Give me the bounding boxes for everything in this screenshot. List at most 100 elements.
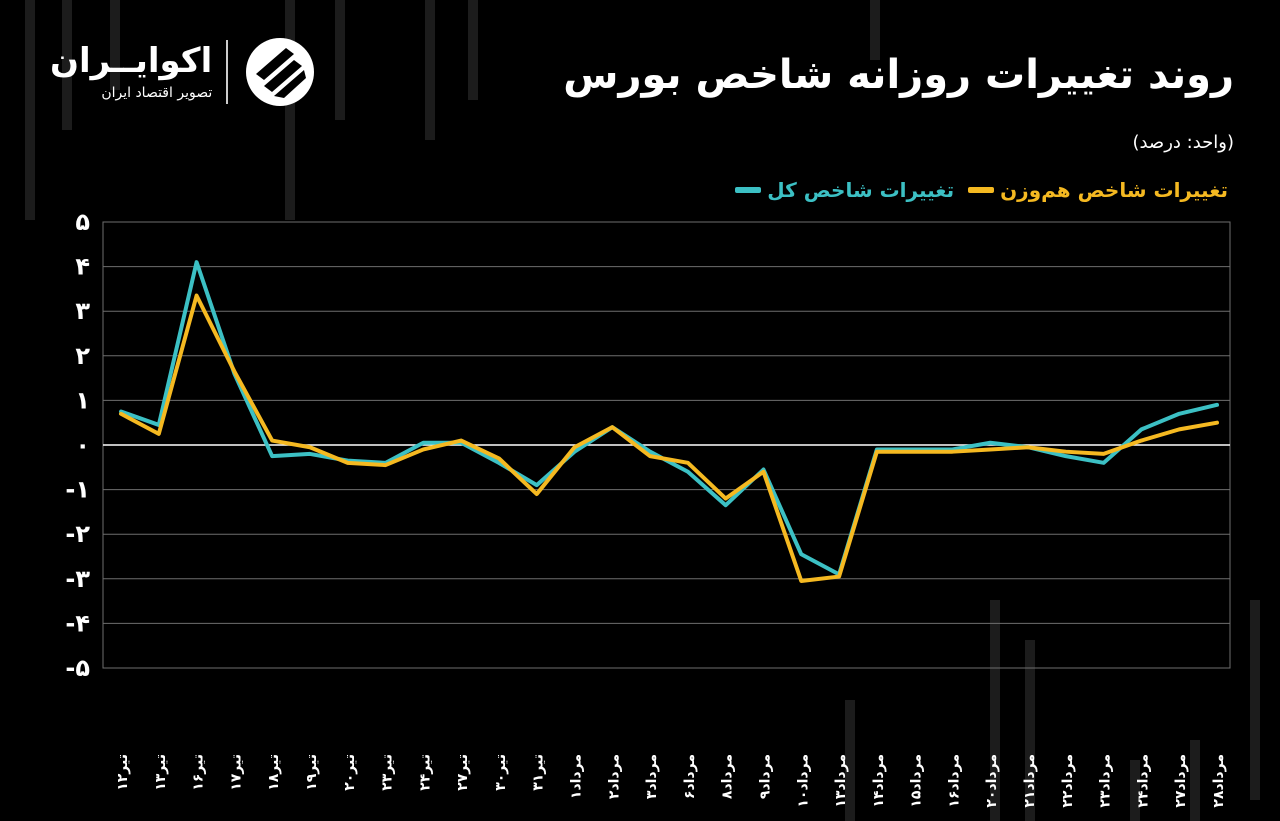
x-tick-label: تیر۱۷	[228, 754, 244, 791]
data-point-series-1	[384, 463, 388, 467]
x-tick-label: تیر۱۲	[115, 754, 131, 791]
decor-bar-12	[1130, 760, 1140, 821]
x-tick-label: تیر۲۳	[380, 754, 396, 791]
y-tick-label: ۱	[75, 386, 90, 414]
legend-item-total-index: تغییرات شاخص کل	[735, 178, 954, 202]
y-tick-label: ۴	[75, 253, 90, 281]
unit-note: (واحد: درصد)	[1132, 132, 1234, 153]
data-point-series-1	[950, 450, 954, 454]
data-point-series-0	[1102, 461, 1106, 465]
x-tick-label: مرداد۱۳	[833, 754, 849, 808]
data-point-series-1	[308, 445, 312, 449]
chart-legend: تغییرات شاخص کل تغییرات شاخص هم‌وزن	[735, 178, 1228, 202]
data-point-series-0	[648, 450, 652, 454]
data-point-series-0	[270, 454, 274, 458]
brand-divider	[226, 40, 229, 104]
y-tick-label: -۵	[65, 654, 90, 682]
y-tick-label: ۳	[75, 297, 90, 325]
data-point-series-1	[497, 456, 501, 460]
data-point-series-0	[195, 260, 199, 264]
data-point-series-1	[988, 447, 992, 451]
data-point-series-1	[232, 369, 236, 373]
page-title: روند تغییرات روزانه شاخص بورس	[563, 52, 1234, 98]
series-line-1	[119, 293, 1219, 584]
x-tick-label: مرداد۲۸	[1211, 754, 1227, 808]
data-point-series-1	[157, 432, 161, 436]
x-tick-label: مرداد۲۷	[1173, 754, 1189, 808]
x-tick-label: تیر۲۷	[455, 754, 471, 791]
x-tick-label: مرداد۳	[644, 754, 660, 799]
y-tick-label: -۱	[65, 476, 90, 504]
brand-name: اکوایــران	[50, 41, 213, 82]
x-tick-label: مرداد۶	[682, 754, 698, 799]
data-point-series-1	[421, 447, 425, 451]
decor-bar-4	[335, 0, 345, 120]
x-tick-label: تیر۳۱	[531, 754, 547, 791]
data-point-series-0	[308, 452, 312, 456]
decor-bar-11	[845, 700, 855, 821]
legend-swatch-equal-weight-index	[968, 187, 995, 193]
data-point-series-1	[1215, 421, 1219, 425]
decor-bar-5	[425, 0, 435, 140]
ecoiran-logo-icon	[246, 38, 315, 106]
y-tick-label: -۲	[65, 520, 90, 548]
data-point-series-1	[346, 461, 350, 465]
x-tick-label: مرداد۲۰	[984, 754, 1000, 808]
legend-label-total-index: تغییرات شاخص کل	[767, 178, 955, 202]
data-point-series-0	[1139, 427, 1143, 431]
data-point-series-1	[573, 445, 577, 449]
x-tick-label: تیر۱۹	[304, 754, 320, 791]
brand-logo: اکوایــران تصویر اقتصاد ایران	[50, 34, 318, 110]
x-tick-label: مرداد۲۲	[1060, 754, 1076, 808]
decor-bar-6	[468, 0, 478, 100]
x-tick-label: مرداد۱۵	[909, 754, 925, 808]
data-point-series-0	[1215, 403, 1219, 407]
data-point-series-0	[497, 461, 501, 465]
data-point-series-0	[724, 503, 728, 507]
decor-bar-10	[1250, 600, 1260, 800]
x-tick-label: مرداد۱۴	[871, 754, 887, 808]
y-tick-label: ۰	[75, 431, 90, 459]
legend-label-equal-weight-index: تغییرات شاخص هم‌وزن	[1000, 178, 1228, 202]
data-point-series-1	[724, 497, 728, 501]
data-point-series-0	[799, 552, 803, 556]
decor-bar-13	[1190, 740, 1200, 821]
data-point-series-1	[1064, 450, 1068, 454]
data-point-series-1	[799, 579, 803, 583]
data-point-series-0	[1177, 412, 1181, 416]
x-tick-label: مرداد۲۳	[1098, 754, 1114, 808]
x-tick-label: مرداد۱۰	[795, 754, 811, 808]
data-point-series-1	[610, 425, 614, 429]
data-point-series-1	[686, 461, 690, 465]
data-point-series-1	[270, 439, 274, 443]
data-point-series-1	[195, 294, 199, 298]
series-line-0	[119, 260, 1219, 577]
data-point-series-0	[988, 441, 992, 445]
data-point-series-1	[837, 575, 841, 579]
x-tick-label: مرداد۱	[569, 754, 585, 799]
data-point-series-1	[119, 412, 123, 416]
data-point-series-1	[1177, 427, 1181, 431]
x-tick-label: مرداد۲۴	[1135, 754, 1151, 808]
decor-bar-3	[285, 0, 295, 220]
decor-bar-0	[25, 0, 35, 220]
x-tick-label: مرداد۱۶	[946, 754, 962, 808]
x-tick-label: تیر۱۳	[153, 754, 169, 791]
x-tick-label: مرداد۹	[757, 754, 773, 799]
y-tick-label: ۵	[75, 208, 90, 236]
legend-swatch-total-index	[735, 187, 762, 193]
legend-item-equal-weight-index: تغییرات شاخص هم‌وزن	[968, 178, 1228, 202]
data-point-series-1	[1102, 452, 1106, 456]
data-point-series-1	[913, 450, 917, 454]
decor-bar-8	[990, 600, 1000, 821]
x-tick-label: مرداد۲۱	[1022, 754, 1038, 808]
y-tick-label: -۳	[65, 565, 90, 593]
data-point-series-0	[421, 441, 425, 445]
data-point-series-1	[761, 470, 765, 474]
decor-bar-2	[110, 0, 120, 90]
x-tick-label: مرداد۲	[606, 754, 622, 799]
x-tick-label: تیر۱۶	[191, 754, 207, 791]
data-point-series-1	[1026, 445, 1030, 449]
decor-bar-1	[62, 0, 72, 130]
